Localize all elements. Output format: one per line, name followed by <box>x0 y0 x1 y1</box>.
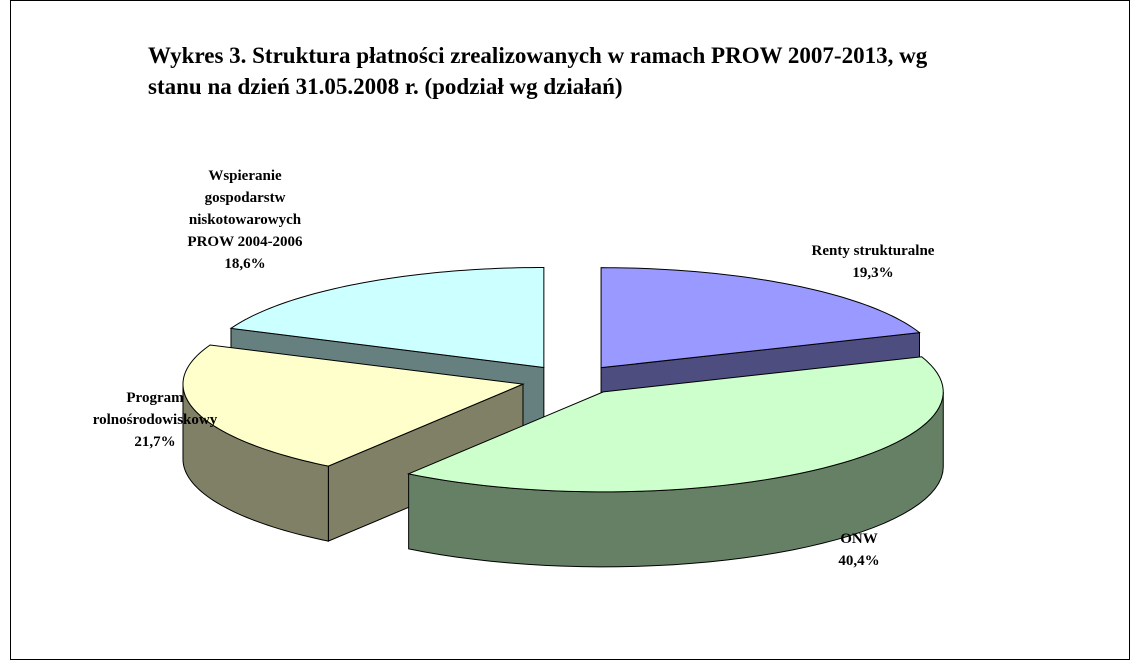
slice-top <box>406 356 944 493</box>
value-label: 18,6% <box>224 256 266 272</box>
slice <box>182 344 525 542</box>
slice <box>406 356 944 568</box>
slice-top <box>229 266 545 369</box>
value-label: 40,4% <box>838 553 880 569</box>
data-label: ONW 40,4% <box>709 528 1009 572</box>
category-label: Renty strukturalne <box>811 243 935 259</box>
chart-title: Wykres 3. Struktura płatności zrealizowa… <box>148 43 928 99</box>
category-label: Program rolnośrodowiskowy <box>92 390 218 428</box>
category-label: Wspieranie gospodarstw niskotowarowych P… <box>187 168 303 250</box>
value-label: 21,7% <box>134 434 176 450</box>
data-label: Program rolnośrodowiskowy 21,7% <box>80 387 230 453</box>
slice-top <box>182 344 525 467</box>
data-label: Wspieranie gospodarstw niskotowarowych P… <box>175 165 315 275</box>
slice-top <box>600 267 921 369</box>
data-label: Renty strukturalne 19,3% <box>673 240 1073 284</box>
category-label: ONW <box>840 531 878 547</box>
value-label: 19,3% <box>852 265 894 281</box>
